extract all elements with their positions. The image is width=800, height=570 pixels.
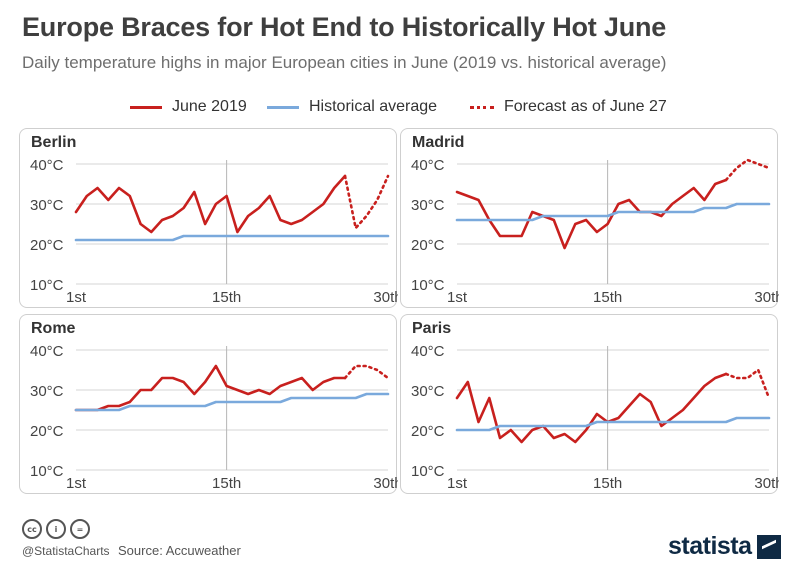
cc-icon[interactable]: cc: [22, 519, 42, 539]
license-icons: cc i =: [22, 519, 90, 539]
series-historical-average-paris: [455, 416, 771, 432]
x-tick-label: 30th: [754, 289, 779, 306]
y-tick-label: 40°C: [30, 157, 64, 174]
chart-title: Europe Braces for Hot End to Historicall…: [22, 12, 667, 42]
x-tick-label: 30th: [373, 289, 398, 306]
x-tick-label: 1st: [66, 289, 87, 306]
y-tick-label: 10°C: [411, 463, 445, 480]
series-june-2019-berlin: [74, 174, 347, 234]
x-tick-label: 1st: [66, 475, 87, 492]
x-tick-label: 15th: [212, 289, 241, 306]
y-tick-label: 20°C: [411, 423, 445, 440]
legend-label-forecast: Forecast as of June 27: [504, 98, 667, 115]
x-tick-label: 30th: [754, 475, 779, 492]
statista-logo[interactable]: statista: [668, 532, 752, 560]
panel-title-rome: Rome: [31, 320, 76, 337]
legend-item-historical: Historical average: [267, 96, 437, 118]
series-historical-average-berlin: [74, 234, 390, 242]
series-june-2019-rome: [74, 364, 347, 412]
legend-label-june-2019: June 2019: [172, 98, 247, 115]
x-tick-label: 30th: [373, 475, 398, 492]
y-tick-label: 20°C: [411, 237, 445, 254]
legend-label-historical: Historical average: [309, 98, 438, 115]
panel-berlin: Berlin 10°C 20°C 30°C 40°C 1st 15th 30th: [19, 128, 398, 308]
y-tick-label: 30°C: [411, 383, 445, 400]
source-note: Source: Accuweather: [118, 543, 241, 558]
social-handle[interactable]: @StatistaCharts: [22, 544, 110, 558]
y-tick-label: 10°C: [30, 463, 64, 480]
series-forecast-as-of-june-27-madrid: [724, 158, 771, 182]
statista-logo-mark-icon: [757, 535, 781, 559]
chart-berlin: 10°C 20°C 30°C 40°C 1st 15th 30th: [30, 157, 398, 306]
x-tick-label: 1st: [447, 289, 468, 306]
panel-madrid: Madrid 10°C 20°C 30°C 40°C 1st 15th 30th: [400, 128, 779, 308]
series-forecast-as-of-june-27-rome: [343, 364, 390, 380]
y-tick-label: 30°C: [30, 197, 64, 214]
legend-swatch-june-2019: [130, 105, 162, 109]
legend-item-june-2019: June 2019: [130, 96, 247, 118]
y-tick-label: 30°C: [411, 197, 445, 214]
legend: June 2019 Historical average Forecast as…: [0, 96, 800, 118]
legend-swatch-historical: [267, 105, 299, 109]
chart-subtitle: Daily temperature highs in major Europea…: [22, 53, 667, 72]
y-tick-label: 10°C: [30, 277, 64, 294]
panel-title-berlin: Berlin: [31, 134, 77, 151]
panel-title-madrid: Madrid: [412, 134, 465, 151]
y-tick-label: 40°C: [30, 343, 64, 360]
nd-icon[interactable]: =: [70, 519, 90, 539]
series-forecast-as-of-june-27-paris: [724, 368, 771, 400]
chart-madrid: 10°C 20°C 30°C 40°C 1st 15th 30th: [411, 157, 779, 306]
panel-title-paris: Paris: [412, 320, 452, 337]
by-icon[interactable]: i: [46, 519, 66, 539]
legend-swatch-forecast: [470, 105, 494, 109]
y-tick-label: 20°C: [30, 237, 64, 254]
legend-item-forecast: Forecast as of June 27: [470, 96, 667, 118]
chart-paris: 10°C 20°C 30°C 40°C 1st 15th 30th: [411, 343, 779, 492]
x-tick-label: 15th: [212, 475, 241, 492]
series-june-2019-madrid: [455, 178, 728, 250]
chart-rome: 10°C 20°C 30°C 40°C 1st 15th 30th: [30, 343, 398, 492]
panel-paris: Paris 10°C 20°C 30°C 40°C 1st 15th 30th: [400, 314, 779, 494]
y-tick-label: 20°C: [30, 423, 64, 440]
x-tick-label: 15th: [593, 289, 622, 306]
panel-rome: Rome 10°C 20°C 30°C 40°C 1st 15th 30th: [19, 314, 398, 494]
y-tick-label: 40°C: [411, 157, 445, 174]
series-june-2019-paris: [455, 372, 728, 444]
y-tick-label: 30°C: [30, 383, 64, 400]
series-historical-average-rome: [74, 392, 390, 412]
x-tick-label: 1st: [447, 475, 468, 492]
x-tick-label: 15th: [593, 475, 622, 492]
series-historical-average-madrid: [455, 202, 771, 222]
y-tick-label: 10°C: [411, 277, 445, 294]
y-tick-label: 40°C: [411, 343, 445, 360]
series-forecast-as-of-june-27-berlin: [343, 174, 390, 230]
